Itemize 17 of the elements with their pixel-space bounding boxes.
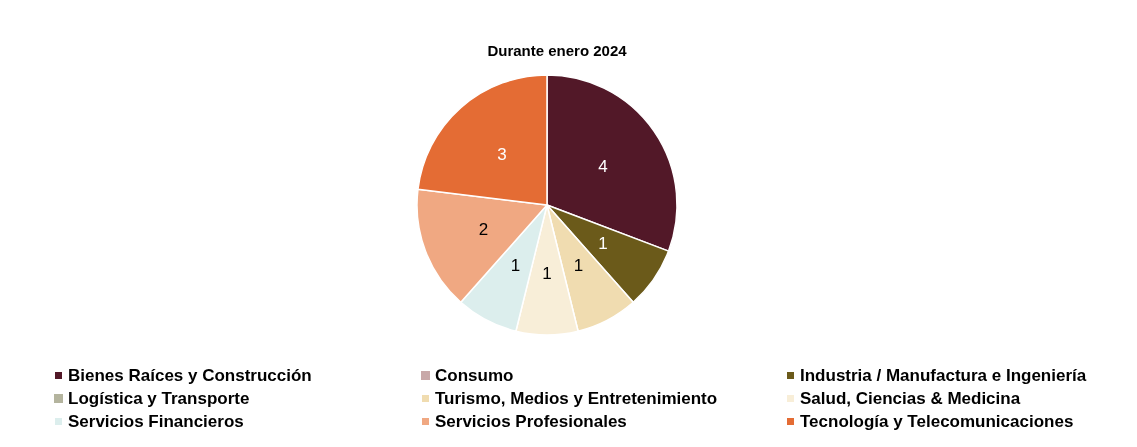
data-label: 1	[542, 263, 552, 283]
chart-title: Durante enero 2024	[487, 42, 628, 59]
data-label: 1	[510, 255, 521, 275]
legend-label: Logística y Transporte	[68, 389, 250, 408]
data-label: 2	[478, 219, 489, 239]
data-label: 1	[573, 255, 584, 275]
legend-label: Turismo, Medios y Entretenimiento	[435, 389, 718, 408]
data-label: 1	[598, 234, 608, 254]
legend-label: Tecnología y Telecomunicaciones	[800, 412, 1074, 431]
data-label: 4	[598, 156, 608, 176]
legend-label: Consumo	[435, 366, 514, 385]
legend-label: Industria / Manufactura e Ingeniería	[800, 366, 1087, 385]
data-label: 3	[497, 144, 507, 164]
legend-label: Servicios Profesionales	[435, 412, 627, 431]
legend-label: Bienes Raíces y Construcción	[68, 366, 312, 385]
legend-label: Salud, Ciencias & Medicina	[800, 389, 1021, 408]
legend-label: Servicios Financieros	[68, 412, 244, 431]
